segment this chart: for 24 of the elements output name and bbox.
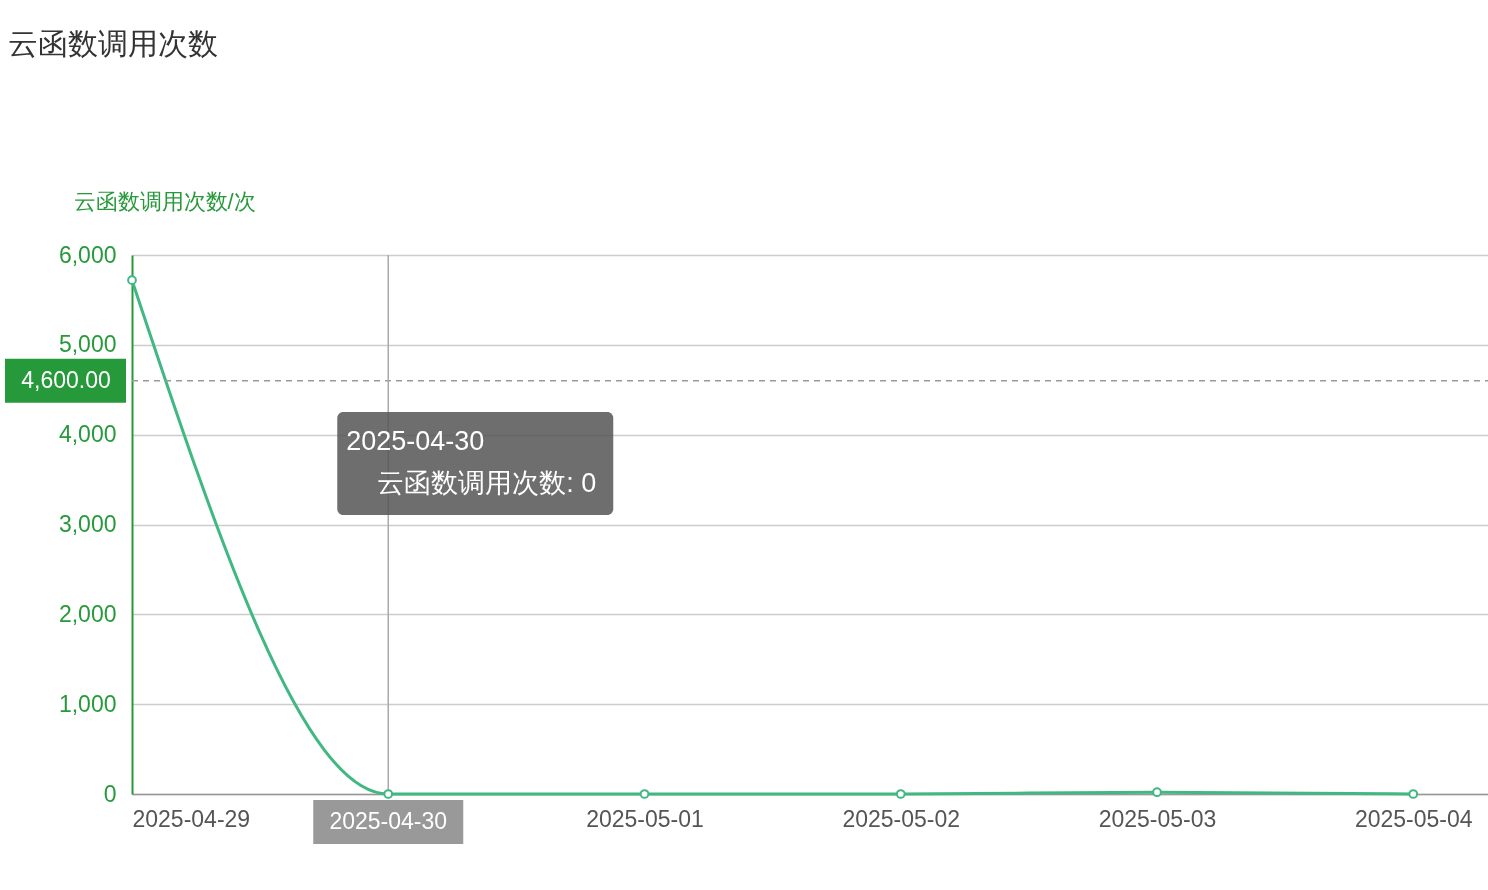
y-tick-label: 1,000 bbox=[58, 690, 117, 717]
point bbox=[1152, 787, 1162, 798]
x-tick-label: 2025-04-29 bbox=[132, 805, 251, 832]
annotation: 云函数调用次数: 0 bbox=[377, 468, 597, 498]
x-tick-label: 2025-05-01 bbox=[586, 805, 704, 832]
x-tick-label: 2025-04-30 bbox=[329, 808, 448, 834]
chart-title: 云函数调用次数 bbox=[8, 27, 218, 60]
y-tick-label: 0 bbox=[103, 780, 117, 807]
y-tick-label: 4,000 bbox=[58, 421, 117, 448]
y-tick-label: 6,000 bbox=[58, 241, 117, 268]
ref-line-label: 2025-04-30 bbox=[346, 426, 485, 456]
point bbox=[127, 275, 137, 286]
y-tick-label: 2,000 bbox=[58, 600, 117, 627]
point bbox=[639, 789, 650, 799]
x-tick-label: 2025-05-04 bbox=[1354, 805, 1473, 832]
point bbox=[895, 789, 906, 799]
x-tick-label: 2025-05-02 bbox=[842, 805, 961, 832]
point bbox=[1408, 789, 1419, 799]
y-axis-title: 云函数调用次数/次 bbox=[73, 188, 256, 214]
x-tick-label: 2025-05-03 bbox=[1098, 805, 1217, 832]
y-tick-label: 3,000 bbox=[58, 511, 117, 537]
ref-line-label: 4,600.00 bbox=[21, 366, 111, 393]
point bbox=[383, 789, 394, 799]
y-tick-label: 5,000 bbox=[58, 331, 117, 358]
